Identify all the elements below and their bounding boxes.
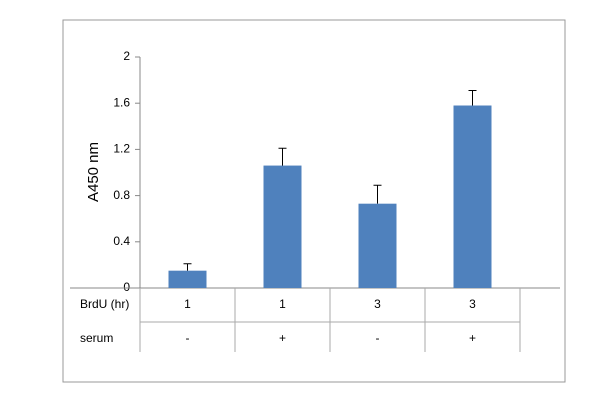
y-tick-label: 2: [123, 49, 130, 63]
x-tick-label: 1: [184, 297, 191, 311]
x-tick-label: -: [376, 331, 380, 345]
bar: [358, 203, 397, 288]
row-label: BrdU (hr): [80, 297, 129, 311]
x-tick-label: -: [186, 331, 190, 345]
y-tick-label: 0.4: [113, 234, 130, 248]
x-tick-label: 1: [279, 297, 286, 311]
bar: [263, 165, 302, 288]
error-bar: [373, 184, 382, 204]
bar: [453, 105, 492, 288]
y-tick-label: 0.8: [113, 188, 130, 202]
y-tick-label: 1.2: [113, 142, 130, 156]
row-label: serum: [80, 331, 113, 345]
x-tick-label: +: [279, 331, 286, 345]
error-bar: [278, 147, 287, 166]
y-tick-label: 1.6: [113, 95, 130, 109]
y-axis-label: A450 nm: [85, 142, 102, 202]
error-bar: [468, 89, 477, 106]
x-tick-label: +: [469, 331, 476, 345]
bar: [168, 270, 207, 288]
error-bar: [183, 263, 192, 271]
y-tick-label: 0: [123, 280, 130, 294]
x-tick-label: 3: [469, 297, 476, 311]
x-tick-label: 3: [374, 297, 381, 311]
